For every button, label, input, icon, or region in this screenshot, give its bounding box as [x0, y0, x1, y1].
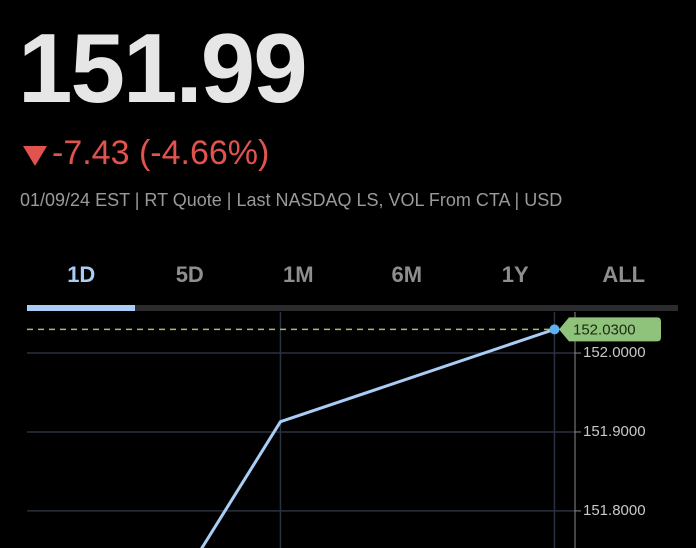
price: 151.99: [18, 13, 308, 123]
price-change: -7.43 (-4.66%): [22, 134, 269, 173]
last-value-badge: [559, 317, 661, 342]
price-line: [200, 327, 555, 548]
range-tabs: 1D 5D 1M 6M 1Y ALL: [27, 262, 678, 288]
y-tick-label: 151.9000: [583, 423, 646, 440]
tab-indicator-track: [27, 305, 678, 311]
range-tab[interactable]: 6M: [391, 262, 423, 287]
last-point: [549, 324, 560, 335]
range-tab[interactable]: 1M: [282, 262, 314, 287]
change-text: -7.43 (-4.66%): [52, 134, 270, 172]
plot: [200, 327, 555, 548]
y-tick-label: 151.8000: [583, 502, 646, 519]
range-tab[interactable]: 1Y: [501, 262, 529, 287]
range-tab[interactable]: 5D: [175, 262, 204, 287]
last-value-label: 152.0300: [573, 321, 636, 338]
y-tick-label: 152.0000: [583, 344, 646, 361]
range-tab[interactable]: 1D: [67, 262, 96, 287]
tab-indicator: [27, 305, 135, 311]
down-arrow: [23, 146, 47, 166]
quote-info: 01/09/24 EST | RT Quote | Last NASDAQ LS…: [20, 190, 563, 210]
range-tab[interactable]: ALL: [602, 262, 646, 287]
